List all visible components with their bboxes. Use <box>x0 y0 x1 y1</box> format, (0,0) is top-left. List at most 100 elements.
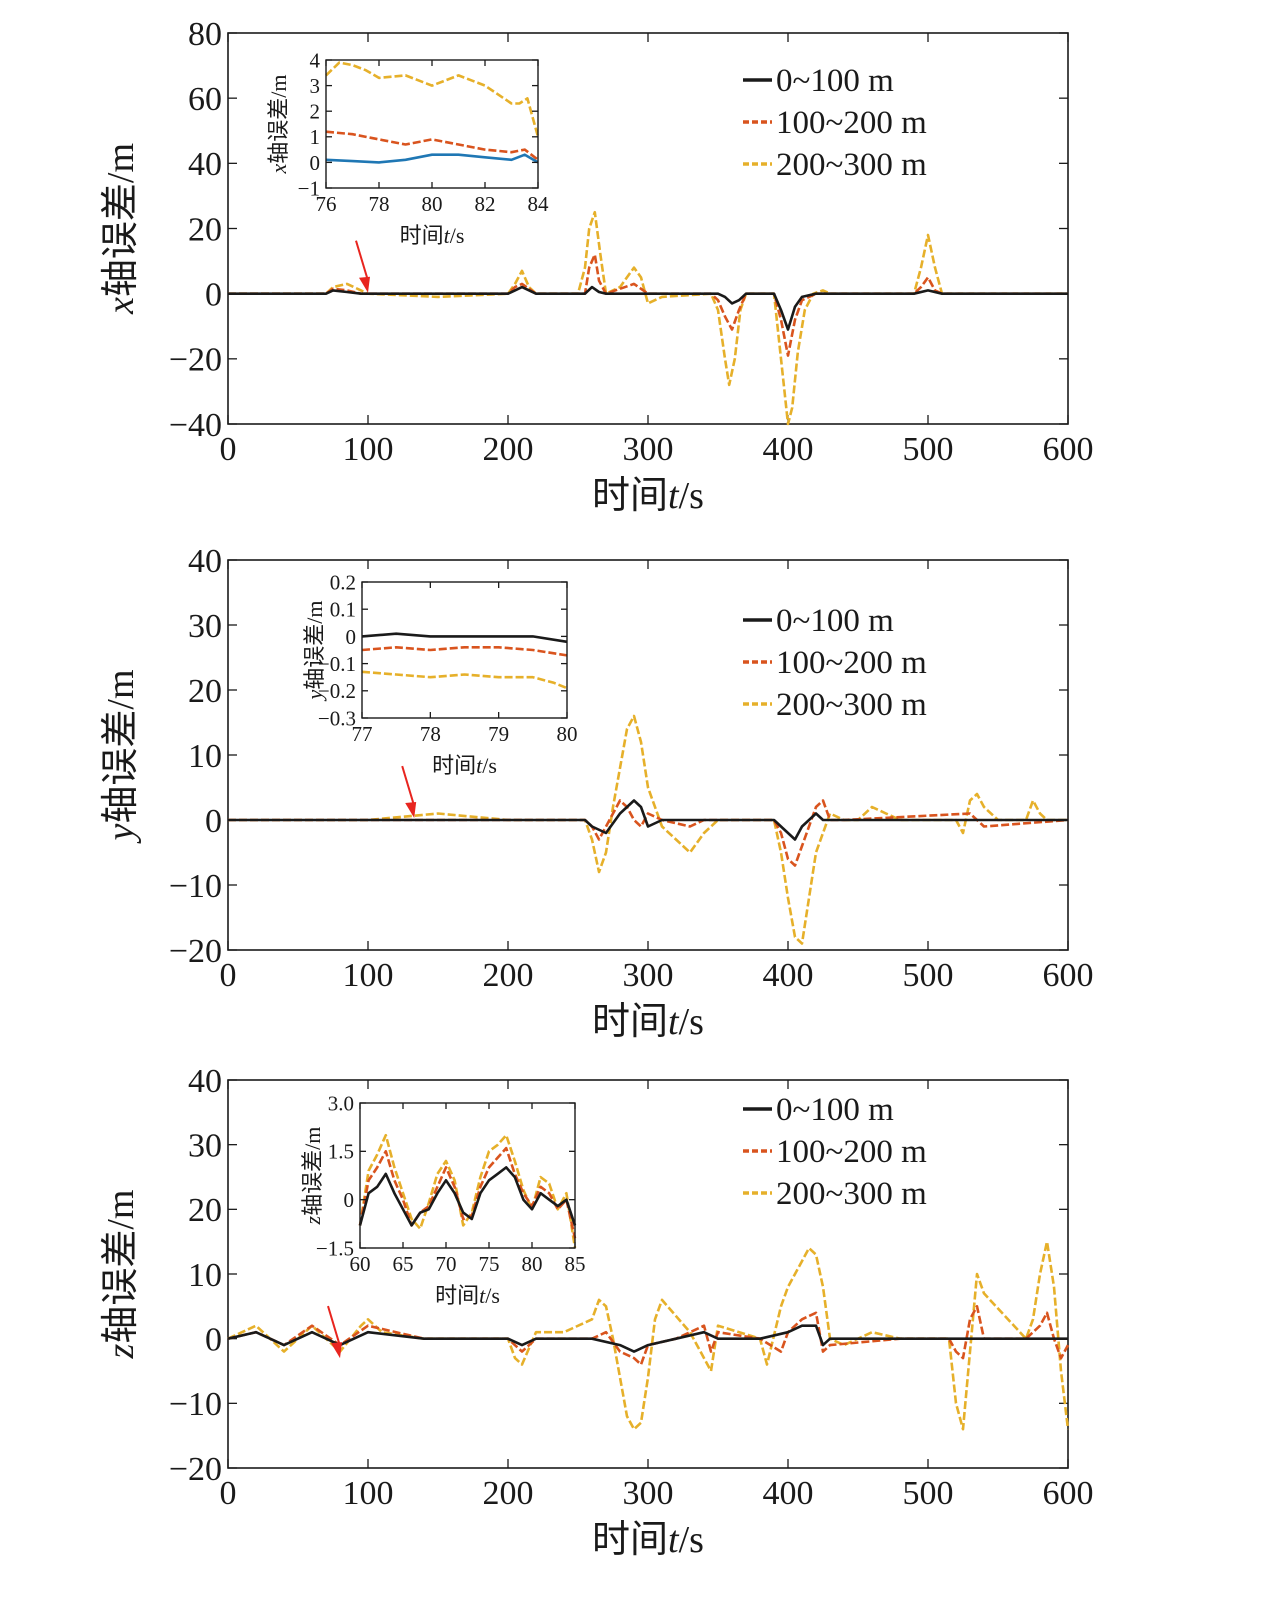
inset-series-line-0 <box>325 153 539 164</box>
main-y-tick-label: 30 <box>188 608 222 645</box>
inset-y-tick-label: 1 <box>310 125 321 149</box>
annotation-arrow-head <box>405 802 417 819</box>
main-y-tick-label: −20 <box>169 1451 222 1488</box>
annotation-arrow-line <box>355 240 369 281</box>
inset-y-tick-label: 0 <box>344 1188 355 1212</box>
inset-y-tick-label: −1 <box>298 176 320 200</box>
inset-series-line-2 <box>361 670 568 690</box>
inset-x-tick-label: 78 <box>369 192 390 216</box>
main-x-tick-label: 500 <box>903 1475 954 1512</box>
series-line-0 <box>228 285 1068 331</box>
inset-y-axis-title: y轴误差/m <box>302 600 327 701</box>
series-line-0 <box>228 799 1068 841</box>
inset-x-tick-label: 76 <box>316 192 337 216</box>
main-x-axis-title: 时间t/s <box>592 475 704 517</box>
inset-y-tick-label: 0 <box>310 151 321 175</box>
main-y-tick-label: 0 <box>205 1322 222 1359</box>
legend-label-1: 100~200 m <box>776 1134 927 1170</box>
series-line-1 <box>227 1305 1070 1366</box>
legend: 0~100 m 100~200 m 200~300 m <box>743 63 927 183</box>
inset-series-line-1 <box>361 645 568 657</box>
inset-panel-y: 77 78 79 80 −0.3 −0.2 −0.1 0 0.1 0.2 时间t/s y轴误差/m <box>302 570 578 778</box>
main-y-tick-label: 20 <box>188 673 222 710</box>
main-x-tick-label: 300 <box>623 431 674 468</box>
inset-y-tick-label: 2 <box>310 100 321 124</box>
main-x-axis-title: 时间t/s <box>592 1001 704 1043</box>
series-line-2 <box>228 210 1068 426</box>
annotation-arrow-head <box>331 1342 342 1359</box>
series-line-1 <box>228 799 1069 867</box>
legend-label-2: 200~300 m <box>776 1176 927 1212</box>
main-x-tick-label: 600 <box>1043 431 1094 468</box>
main-x-tick-label: 400 <box>763 1475 814 1512</box>
legend-label-1: 100~200 m <box>776 105 927 141</box>
main-y-tick-label: 80 <box>188 16 222 53</box>
main-x-tick-label: 0 <box>220 431 237 468</box>
legend-label-1: 100~200 m <box>776 645 927 681</box>
inset-plot-frame <box>361 581 568 719</box>
main-y-tick-label: 0 <box>205 803 222 840</box>
main-y-tick-label: 10 <box>188 738 222 775</box>
inset-x-tick-label: 70 <box>436 1252 457 1276</box>
inset-plot-frame <box>359 1102 576 1249</box>
series-line-1 <box>228 253 1068 357</box>
main-y-tick-label: 20 <box>188 211 222 248</box>
inset-series-line-2 <box>358 1133 577 1249</box>
legend-label-0: 0~100 m <box>776 603 894 639</box>
main-x-tick-label: 400 <box>763 431 814 468</box>
inset-background <box>326 60 538 188</box>
legend: 0~100 m 100~200 m 200~300 m <box>743 603 927 723</box>
main-y-tick-label: 40 <box>188 146 222 183</box>
legend-label-0: 0~100 m <box>776 1092 894 1128</box>
inset-y-tick-label: 3 <box>310 74 321 98</box>
main-x-tick-label: 400 <box>763 957 814 994</box>
inset-y-tick-label: −1.5 <box>316 1236 354 1260</box>
main-x-tick-label: 300 <box>623 957 674 994</box>
inset-y-tick-label: −0.3 <box>318 706 356 730</box>
main-x-tick-label: 0 <box>220 1475 237 1512</box>
main-y-tick-label: 0 <box>205 277 222 314</box>
inset-x-tick-label: 65 <box>393 1252 414 1276</box>
main-y-tick-label: −20 <box>169 933 222 970</box>
inset-x-tick-label: 78 <box>420 722 441 746</box>
main-y-axis-title: z轴误差/m <box>100 1190 142 1360</box>
main-y-tick-label: 20 <box>188 1192 222 1229</box>
annotation-arrow-line <box>401 765 416 807</box>
main-x-tick-label: 200 <box>483 957 534 994</box>
inset-x-tick-label: 84 <box>528 192 550 216</box>
main-x-tick-label: 0 <box>220 957 237 994</box>
main-y-tick-label: 10 <box>188 1257 222 1294</box>
main-x-tick-label: 200 <box>483 431 534 468</box>
inset-y-tick-label: 1.5 <box>328 1140 354 1164</box>
main-x-tick-label: 600 <box>1043 1475 1094 1512</box>
main-x-axis-title: 时间t/s <box>592 1519 704 1561</box>
main-x-tick-label: 600 <box>1043 957 1094 994</box>
inset-y-tick-label: 0.2 <box>330 570 356 594</box>
inset-x-tick-label: 79 <box>488 722 509 746</box>
inset-series-line-0 <box>358 1166 577 1227</box>
inset-x-tick-label: 75 <box>479 1252 500 1276</box>
inset-y-tick-label: −0.1 <box>318 652 356 676</box>
main-x-tick-label: 100 <box>343 431 394 468</box>
main-x-tick-label: 500 <box>903 431 954 468</box>
inset-y-tick-label: 3.0 <box>328 1091 354 1115</box>
annotation-arrow-line <box>327 1305 341 1347</box>
inset-background <box>362 582 567 718</box>
inset-y-tick-label: −0.2 <box>318 679 356 703</box>
main-x-tick-label: 300 <box>623 1475 674 1512</box>
inset-x-tick-label: 60 <box>350 1252 371 1276</box>
inset-x-tick-label: 77 <box>352 722 373 746</box>
inset-y-tick-label: 0 <box>346 625 357 649</box>
inset-x-axis-title: 时间t/s <box>432 753 497 778</box>
inset-y-tick-label: 0.1 <box>330 598 356 622</box>
main-y-axis-title: x轴误差/m <box>100 143 142 315</box>
legend-label-2: 200~300 m <box>776 147 927 183</box>
inset-series-line-1 <box>358 1146 577 1239</box>
annotation-arrow-head <box>359 276 370 293</box>
main-x-tick-label: 200 <box>483 1475 534 1512</box>
main-y-tick-label: 40 <box>188 543 222 580</box>
inset-x-tick-label: 82 <box>475 192 496 216</box>
inset-series-line-0 <box>361 632 568 644</box>
